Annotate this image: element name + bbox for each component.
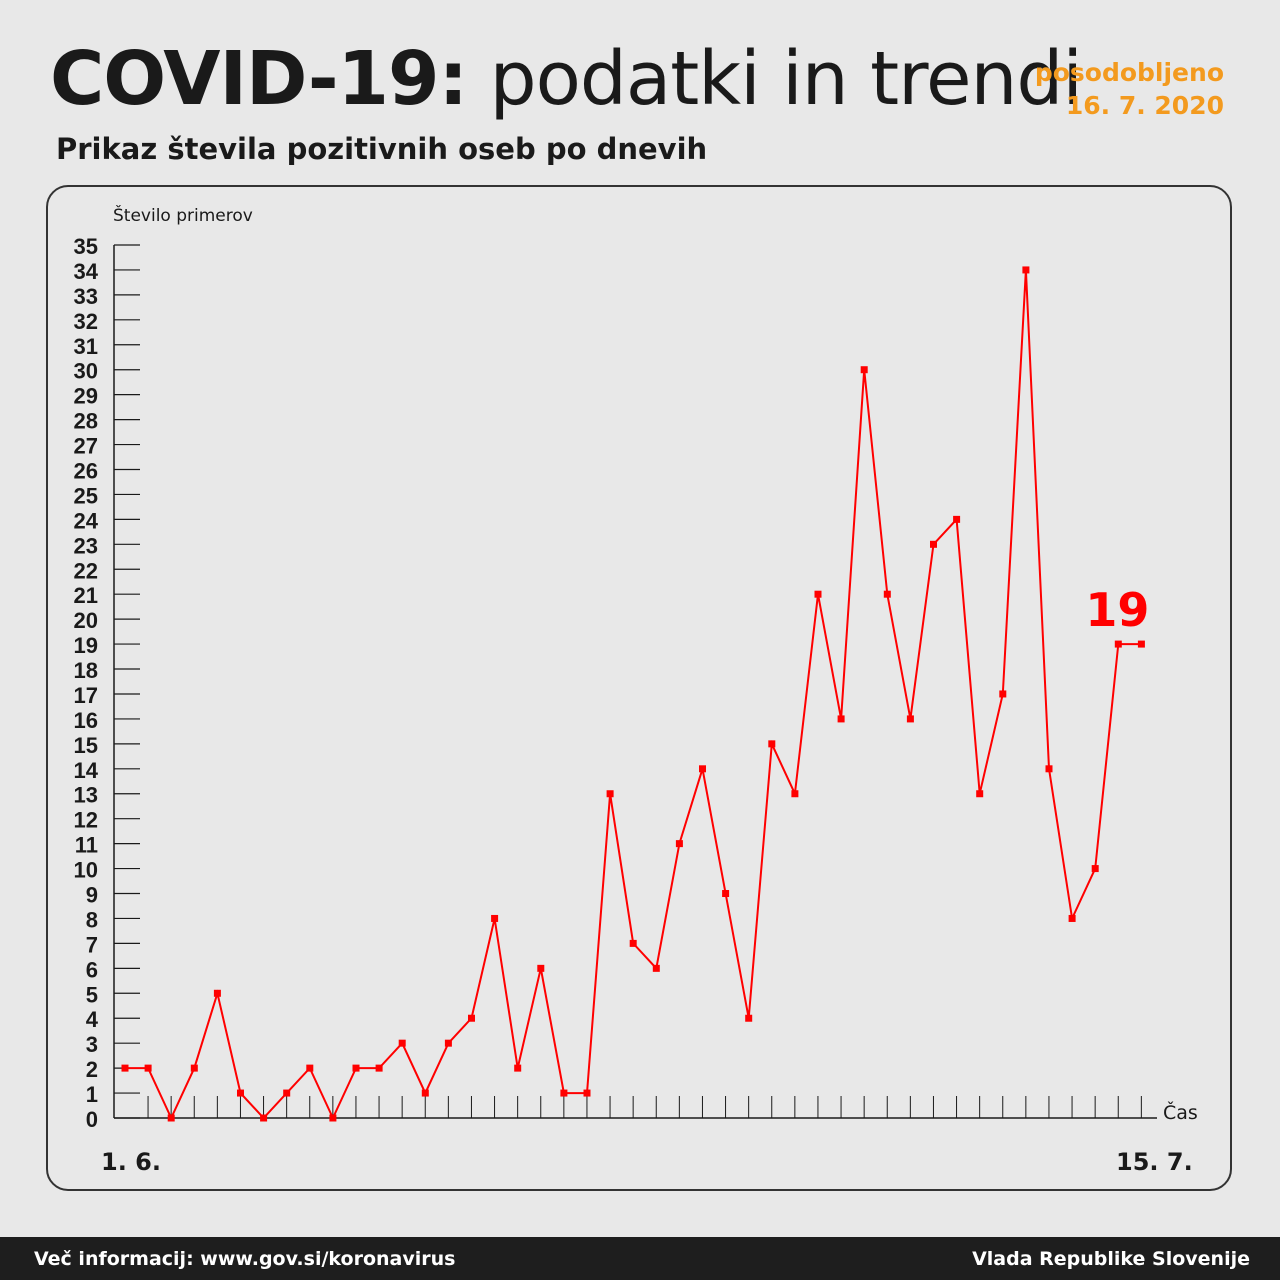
- y-tick-label: 11: [75, 833, 98, 858]
- data-point: [930, 540, 937, 548]
- y-tick-label: 26: [74, 458, 98, 483]
- y-tick-label: 3: [86, 1032, 98, 1057]
- y-tick-label: 8: [86, 907, 98, 932]
- y-tick-label: 29: [74, 384, 98, 409]
- y-tick-label: 0: [86, 1107, 98, 1132]
- title-light: podatki in trendi: [489, 36, 1083, 122]
- y-tick-label: 27: [74, 434, 98, 459]
- data-point: [1091, 865, 1099, 873]
- y-tick-label: 21: [74, 583, 98, 608]
- data-point: [837, 715, 845, 723]
- data-point: [652, 964, 660, 972]
- data-point: [190, 1064, 198, 1072]
- data-point: [421, 1089, 429, 1097]
- updated-info: posodobljeno 16. 7. 2020: [1035, 56, 1224, 122]
- data-point: [860, 366, 868, 374]
- footer-org: Vlada Republike Slovenije: [972, 1248, 1250, 1270]
- y-tick-label: 1: [86, 1082, 98, 1107]
- data-point: [699, 765, 706, 773]
- updated-date: 16. 7. 2020: [1065, 91, 1224, 120]
- data-point: [306, 1064, 314, 1072]
- data-point: [1068, 914, 1076, 922]
- y-tick-label: 18: [74, 658, 98, 683]
- y-tick-label: 13: [74, 783, 98, 808]
- y-tick-label: 6: [86, 957, 98, 982]
- chart-panel: [46, 185, 1232, 1191]
- data-point: [999, 690, 1007, 698]
- y-tick-label: 35: [74, 234, 98, 259]
- data-point: [260, 1114, 268, 1122]
- y-tick-label: 20: [74, 608, 98, 633]
- data-point: [352, 1064, 360, 1072]
- data-point: [976, 790, 984, 798]
- data-point: [953, 515, 961, 523]
- data-point: [144, 1064, 152, 1072]
- data-point: [167, 1114, 175, 1122]
- y-tick-label: 34: [74, 259, 99, 284]
- data-point: [213, 989, 221, 997]
- x-end-label: 15. 7.: [1116, 1148, 1193, 1176]
- data-point: [398, 1039, 406, 1047]
- data-point: [583, 1089, 591, 1097]
- data-point: [791, 790, 799, 798]
- data-point: [883, 590, 891, 598]
- y-tick-label: 14: [74, 758, 99, 783]
- data-point: [375, 1064, 383, 1072]
- y-tick-label: 12: [74, 808, 98, 833]
- data-point: [1137, 640, 1145, 648]
- y-tick-label: 17: [74, 683, 98, 708]
- data-point: [745, 1014, 753, 1022]
- data-point: [514, 1064, 522, 1072]
- footer-bar: Več informacij: www.gov.si/koronavirus V…: [0, 1237, 1280, 1280]
- updated-label: posodobljeno: [1034, 58, 1224, 87]
- x-start-label: 1. 6.: [101, 1148, 161, 1176]
- y-tick-label: 4: [86, 1007, 99, 1032]
- data-point: [468, 1014, 475, 1022]
- footer-info[interactable]: Več informacij: www.gov.si/koronavirus: [34, 1248, 456, 1270]
- data-point: [814, 590, 822, 598]
- chart-subtitle: Prikaz števila pozitivnih oseb po dnevih: [56, 132, 708, 166]
- data-point: [1022, 266, 1030, 274]
- y-tick-label: 15: [74, 733, 98, 758]
- data-point: [283, 1089, 291, 1097]
- data-point: [444, 1039, 452, 1047]
- data-point: [768, 740, 776, 748]
- data-point: [1114, 640, 1122, 648]
- data-point: [537, 964, 545, 972]
- data-point: [1045, 765, 1053, 773]
- y-tick-label: 31: [74, 334, 98, 359]
- page-title: COVID-19: podatki in trendi: [50, 34, 1083, 124]
- x-axis-label: Čas: [1163, 1100, 1198, 1124]
- y-tick-label: 2: [86, 1057, 98, 1082]
- last-value-label: 19: [1085, 583, 1149, 637]
- y-tick-label: 25: [74, 483, 98, 508]
- y-axis-label: Število primerov: [113, 204, 253, 226]
- data-point: [560, 1089, 568, 1097]
- data-point: [329, 1114, 337, 1122]
- y-tick-label: 24: [74, 508, 99, 533]
- y-tick-label: 33: [74, 284, 98, 309]
- y-tick-label: 7: [86, 932, 98, 957]
- y-tick-label: 10: [74, 858, 98, 883]
- data-point: [906, 715, 914, 723]
- data-point: [675, 840, 683, 848]
- data-point: [722, 890, 730, 898]
- title-bold: COVID-19:: [50, 36, 468, 122]
- y-tick-label: 9: [86, 883, 98, 908]
- series-line: [125, 269, 1142, 1121]
- y-tick-label: 28: [74, 409, 98, 434]
- y-tick-label: 5: [86, 982, 98, 1007]
- y-tick-label: 22: [74, 558, 98, 583]
- y-tick-label: 32: [74, 309, 98, 334]
- y-tick-label: 19: [74, 633, 98, 658]
- data-point: [491, 914, 499, 922]
- y-tick-label: 16: [74, 708, 98, 733]
- data-point: [629, 939, 637, 947]
- data-point: [121, 1064, 129, 1072]
- y-tick-label: 23: [74, 533, 98, 558]
- data-point: [606, 790, 614, 798]
- data-point: [237, 1089, 244, 1097]
- y-tick-label: 30: [74, 359, 98, 384]
